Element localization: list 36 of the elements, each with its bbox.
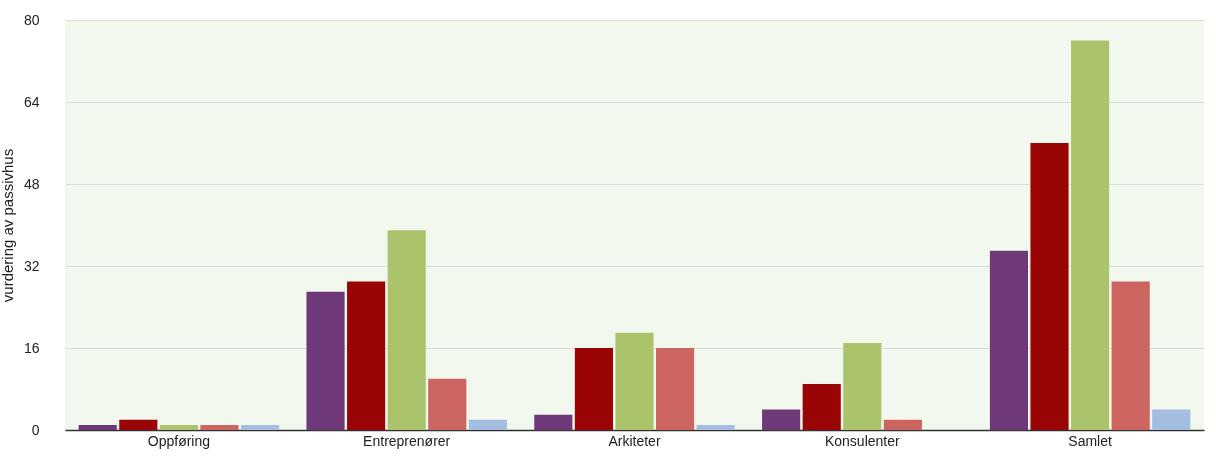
y-axis-title: vurdering av passivhus (0, 148, 16, 303)
bar (762, 409, 801, 430)
bar (119, 419, 158, 430)
bar (534, 414, 573, 430)
bar (1030, 143, 1069, 430)
x-tick-label: Konsulenter (824, 432, 900, 449)
bar (78, 424, 117, 430)
x-tick-label: Arkiteter (608, 432, 661, 449)
bar (574, 348, 613, 430)
bar (1071, 40, 1110, 430)
x-tick-label: Oppføring (147, 432, 211, 449)
bar (615, 332, 654, 430)
bar (387, 230, 426, 430)
y-tick-label: 64 (23, 93, 40, 110)
bar (159, 424, 198, 430)
bar (306, 291, 345, 430)
x-tick-label: Samlet (1068, 432, 1112, 449)
bar (240, 424, 280, 430)
bar (802, 383, 841, 430)
y-tick-label: 32 (23, 257, 40, 274)
bar (696, 424, 735, 430)
bar (843, 342, 882, 430)
y-tick-label: 0 (31, 421, 40, 438)
x-tick-label: Entreprenører (363, 432, 451, 449)
bar (656, 348, 695, 430)
y-tick-label: 48 (23, 175, 40, 192)
bar (200, 424, 239, 430)
bar (428, 378, 467, 430)
bar (1152, 409, 1191, 430)
bar (347, 281, 386, 430)
bar (468, 419, 507, 430)
y-tick-label: 16 (23, 339, 40, 356)
bar (883, 419, 922, 430)
bar (1111, 281, 1150, 430)
bar (989, 250, 1029, 430)
y-tick-label: 80 (23, 11, 40, 28)
